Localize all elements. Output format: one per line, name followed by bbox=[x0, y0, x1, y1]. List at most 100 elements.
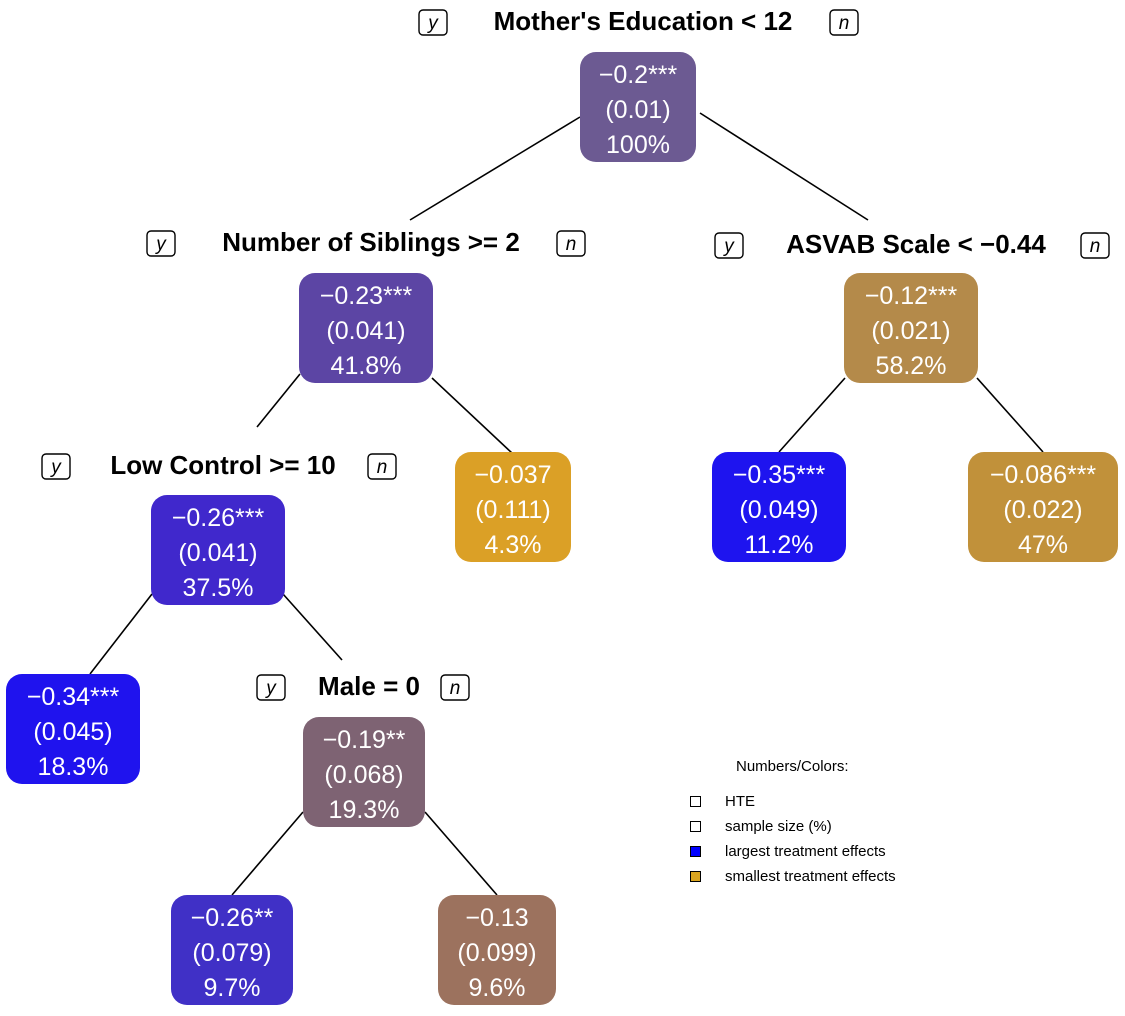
branch-yes-box bbox=[256, 674, 286, 701]
node-hte: −0.12*** bbox=[865, 282, 958, 310]
split-condition: Number of Siblings >= 2 bbox=[222, 227, 520, 257]
node-asvab_yes: −0.35*** (0.049) 11.2% bbox=[712, 452, 846, 562]
node-box bbox=[712, 452, 846, 562]
node-hte: −0.13 bbox=[465, 904, 528, 932]
tree-edges bbox=[89, 112, 1044, 896]
node-box bbox=[455, 452, 571, 562]
node-sample-size: 9.6% bbox=[469, 974, 526, 1002]
branch-no-box bbox=[556, 230, 586, 257]
node-hte: −0.2*** bbox=[599, 61, 678, 89]
node-asvab_no: −0.086*** (0.022) 47% bbox=[968, 452, 1118, 562]
node-se: (0.111) bbox=[475, 496, 551, 524]
tree-edge bbox=[424, 811, 498, 896]
node-box bbox=[844, 273, 978, 383]
legend-label: sample size (%) bbox=[725, 818, 832, 835]
node-low_yes: −0.34*** (0.045) 18.3% bbox=[6, 674, 140, 784]
branch-yes-label: y bbox=[49, 457, 62, 478]
node-se: (0.01) bbox=[605, 96, 670, 124]
branch-no-label: n bbox=[1090, 236, 1101, 257]
split-asvab: ASVAB Scale < −0.44 y n bbox=[714, 229, 1110, 259]
node-se: (0.099) bbox=[457, 939, 536, 967]
tree-edge bbox=[282, 593, 343, 661]
node-box bbox=[580, 52, 696, 162]
node-hte: −0.26*** bbox=[172, 504, 265, 532]
node-sample-size: 100% bbox=[606, 131, 670, 159]
node-hte: −0.23*** bbox=[320, 282, 413, 310]
node-hte: −0.19** bbox=[323, 726, 406, 754]
branch-yes-label: y bbox=[722, 236, 735, 257]
tree-nodes: −0.2***(0.01)100%−0.23***(0.041)41.8%−0.… bbox=[6, 52, 1118, 1005]
legend-label: smallest treatment effects bbox=[725, 868, 896, 885]
node-sample-size: 19.3% bbox=[329, 796, 400, 824]
node-box bbox=[171, 895, 293, 1005]
branch-yes-box bbox=[418, 9, 448, 36]
node-hte: −0.35*** bbox=[733, 461, 826, 489]
node-se: (0.045) bbox=[33, 718, 112, 746]
branch-no-label: n bbox=[377, 457, 388, 478]
branch-no-label: n bbox=[839, 13, 850, 34]
node-root: −0.2*** (0.01) 100% bbox=[580, 52, 696, 162]
split-low: Low Control >= 10 y n bbox=[41, 450, 397, 480]
split-condition: Mother's Education < 12 bbox=[494, 6, 793, 36]
split-condition: Low Control >= 10 bbox=[110, 450, 335, 480]
branch-no-box bbox=[367, 453, 397, 480]
node-asvab: −0.12*** (0.021) 58.2% bbox=[844, 273, 978, 383]
node-se: (0.022) bbox=[1003, 496, 1082, 524]
node-male_yes: −0.26** (0.079) 9.7% bbox=[171, 895, 293, 1005]
tree-edge bbox=[409, 116, 581, 221]
node-sample-size: 9.7% bbox=[204, 974, 261, 1002]
node-se: (0.041) bbox=[326, 317, 405, 345]
node-sample-size: 47% bbox=[1018, 531, 1068, 559]
node-sib_no: −0.037 (0.111) 4.3% bbox=[455, 452, 571, 562]
node-sample-size: 4.3% bbox=[485, 531, 542, 559]
split-labels: Mother's Education < 12 y n Number of Sibli… bbox=[41, 6, 1110, 701]
split-root: Mother's Education < 12 y n bbox=[418, 6, 859, 36]
legend-label: largest treatment effects bbox=[725, 843, 886, 860]
tree-edge bbox=[431, 377, 514, 455]
tree-edge bbox=[89, 593, 153, 675]
tree-edge bbox=[976, 377, 1044, 453]
node-box bbox=[438, 895, 556, 1005]
branch-no-box bbox=[829, 9, 859, 36]
tree-edge bbox=[699, 112, 869, 221]
node-sample-size: 41.8% bbox=[331, 352, 402, 380]
node-box bbox=[6, 674, 140, 784]
node-hte: −0.037 bbox=[474, 461, 551, 489]
branch-no-label: n bbox=[566, 234, 577, 255]
node-se: (0.079) bbox=[192, 939, 271, 967]
branch-no-label: n bbox=[450, 678, 461, 699]
node-low: −0.26*** (0.041) 37.5% bbox=[151, 495, 285, 605]
branch-no-box bbox=[440, 674, 470, 701]
node-sample-size: 37.5% bbox=[183, 574, 254, 602]
legend-item-smallest: smallest treatment effects bbox=[690, 864, 970, 889]
branch-yes-box bbox=[714, 232, 744, 259]
branch-yes-label: y bbox=[154, 234, 167, 255]
node-se: (0.041) bbox=[178, 539, 257, 567]
node-hte: −0.086*** bbox=[990, 461, 1097, 489]
node-sample-size: 18.3% bbox=[38, 753, 109, 781]
node-se: (0.021) bbox=[871, 317, 950, 345]
node-sample-size: 58.2% bbox=[876, 352, 947, 380]
node-box bbox=[151, 495, 285, 605]
legend-item-sample-size: sample size (%) bbox=[690, 814, 970, 839]
legend-item-hte: HTE bbox=[690, 789, 970, 814]
branch-no-box bbox=[1080, 232, 1110, 259]
node-male_no: −0.13 (0.099) 9.6% bbox=[438, 895, 556, 1005]
split-condition: Male = 0 bbox=[318, 671, 420, 701]
legend-swatch-hte bbox=[690, 796, 701, 807]
node-male: −0.19** (0.068) 19.3% bbox=[303, 717, 425, 827]
branch-yes-box bbox=[41, 453, 71, 480]
legend-label: HTE bbox=[725, 793, 755, 810]
node-se: (0.049) bbox=[739, 496, 818, 524]
node-box bbox=[299, 273, 433, 383]
branch-yes-label: y bbox=[264, 678, 277, 699]
branch-yes-box bbox=[146, 230, 176, 257]
node-box bbox=[968, 452, 1118, 562]
legend-swatch-sample-size bbox=[690, 821, 701, 832]
split-male: Male = 0 y n bbox=[256, 671, 470, 701]
node-sib: −0.23*** (0.041) 41.8% bbox=[299, 273, 433, 383]
legend-swatch-largest bbox=[690, 846, 701, 857]
branch-yes-label: y bbox=[426, 13, 439, 34]
node-hte: −0.26** bbox=[191, 904, 274, 932]
